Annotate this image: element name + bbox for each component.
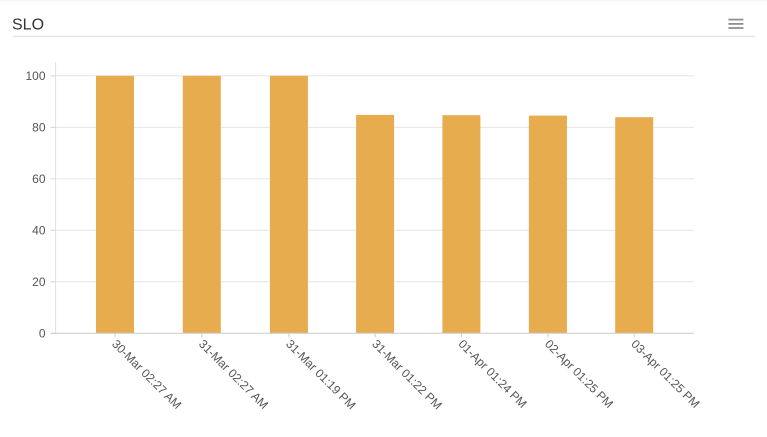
svg-text:100: 100 xyxy=(25,69,45,83)
svg-text:80: 80 xyxy=(32,121,46,135)
svg-text:SLO: SLO xyxy=(12,17,44,34)
svg-text:60: 60 xyxy=(32,172,46,186)
svg-text:0: 0 xyxy=(39,327,46,341)
svg-text:20: 20 xyxy=(32,275,46,289)
svg-text:40: 40 xyxy=(32,223,46,237)
